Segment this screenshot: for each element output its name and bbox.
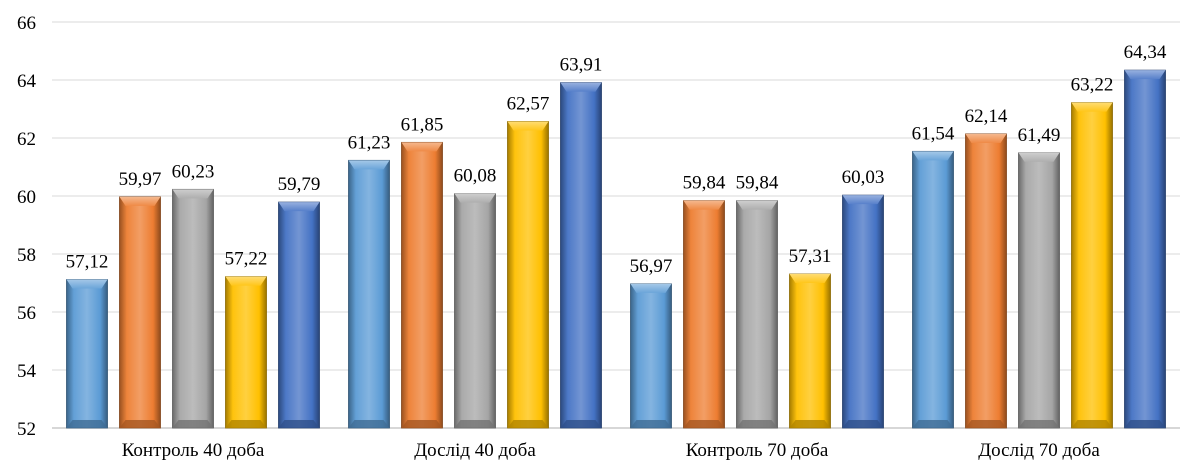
data-label: 60,23 <box>172 161 215 182</box>
y-axis-ticks: 52 54 56 58 60 62 64 66 <box>17 13 37 440</box>
x-category-label: Дослід 40 доба <box>414 440 536 461</box>
gridlines <box>52 21 1180 429</box>
data-label: 61,49 <box>1018 125 1061 146</box>
bar <box>736 200 778 429</box>
bar <box>507 121 549 429</box>
data-label: 63,22 <box>1071 75 1114 96</box>
data-label: 59,84 <box>736 173 779 194</box>
y-tick-label: 66 <box>17 13 36 34</box>
bar <box>225 276 267 429</box>
data-label: 61,85 <box>401 114 444 135</box>
bar <box>1124 69 1166 429</box>
data-label: 57,31 <box>789 246 832 267</box>
data-label: 64,34 <box>1124 42 1167 63</box>
bar <box>1018 152 1060 429</box>
data-label: 57,12 <box>66 252 109 273</box>
bar <box>119 196 161 429</box>
bar <box>66 279 108 429</box>
bar <box>348 159 390 429</box>
bar <box>965 133 1007 429</box>
bars <box>66 69 1166 429</box>
y-tick-label: 58 <box>17 245 36 266</box>
data-label: 63,91 <box>560 55 603 76</box>
bar <box>172 188 214 429</box>
data-label: 57,22 <box>225 249 268 270</box>
bar <box>912 150 954 429</box>
data-label: 61,54 <box>912 123 955 144</box>
y-tick-label: 54 <box>17 361 37 382</box>
data-label: 59,84 <box>683 173 726 194</box>
data-labels: 57,12 59,97 60,23 57,22 59,79 61,23 61,85 60,08… <box>66 42 1167 277</box>
y-tick-label: 52 <box>17 419 36 440</box>
data-label: 59,79 <box>278 174 321 195</box>
data-label: 56,97 <box>630 256 673 277</box>
bar <box>278 201 320 429</box>
x-category-label: Дослід 70 доба <box>978 440 1100 461</box>
data-label: 59,97 <box>119 169 162 190</box>
x-category-label: Контроль 70 доба <box>686 440 829 461</box>
y-tick-label: 56 <box>17 303 36 324</box>
bar <box>683 200 725 429</box>
data-label: 61,23 <box>348 132 391 153</box>
bar <box>789 273 831 429</box>
data-label: 62,14 <box>965 106 1008 127</box>
x-category-label: Контроль 40 доба <box>122 440 265 461</box>
bar <box>842 194 884 429</box>
bar <box>401 141 443 429</box>
bar <box>630 283 672 429</box>
y-tick-label: 64 <box>17 71 37 92</box>
y-tick-label: 60 <box>17 187 36 208</box>
bar <box>454 193 496 429</box>
bar <box>1071 102 1113 429</box>
data-label: 60,08 <box>454 166 497 187</box>
x-axis-categories: Контроль 40 доба Дослід 40 доба Контроль 7… <box>122 440 1101 461</box>
y-tick-label: 62 <box>17 129 36 150</box>
bar <box>560 82 602 429</box>
data-label: 62,57 <box>507 93 550 114</box>
data-label: 60,03 <box>842 167 885 188</box>
